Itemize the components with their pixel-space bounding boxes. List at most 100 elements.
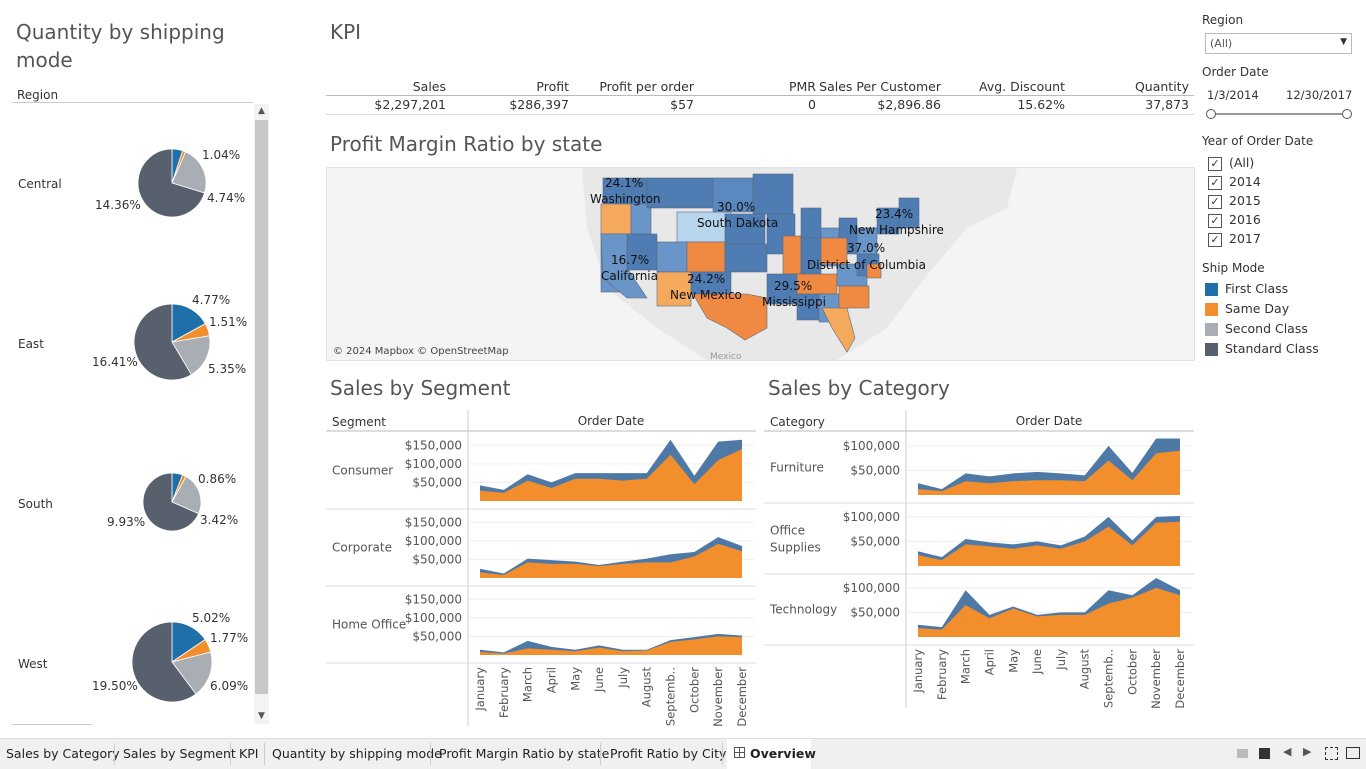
next-sheet-icon[interactable]: ▶ — [1303, 745, 1312, 758]
x-tick-label: April — [982, 649, 996, 675]
x-tick-label: August — [640, 667, 654, 708]
year-option[interactable]: ✓ 2014 — [1208, 174, 1261, 193]
pie-slice[interactable] — [171, 476, 202, 515]
tab-sales-by-segment[interactable]: Sales by Segment — [123, 746, 236, 761]
pie-slice[interactable] — [137, 148, 206, 218]
kpi-value: $286,397 — [509, 97, 569, 112]
legend-item[interactable]: Same Day — [1205, 301, 1319, 321]
kpi-value: 0 — [808, 97, 816, 112]
map-label-pct: 29.5% — [774, 279, 812, 293]
kpi-value: $2,297,201 — [374, 97, 446, 112]
sheet-tab-bar: Sales by Category Sales by Segment KPI Q… — [0, 738, 1366, 769]
fullscreen-icon[interactable] — [1325, 747, 1338, 760]
legend-item[interactable]: Second Class — [1205, 321, 1319, 341]
pie-slice[interactable] — [133, 303, 192, 381]
tab-separator — [430, 743, 431, 765]
x-tick-label: July — [616, 667, 630, 689]
checkbox-checked-icon[interactable]: ✓ — [1208, 156, 1222, 171]
region-name: West — [18, 657, 48, 671]
year-option[interactable]: ✓ 2016 — [1208, 212, 1261, 231]
checkbox-checked-icon[interactable]: ✓ — [1208, 213, 1222, 228]
row-label: Corporate — [332, 541, 392, 555]
pie-slice[interactable] — [171, 335, 211, 376]
legend-item[interactable]: First Class — [1205, 281, 1319, 301]
year-option[interactable]: ✓ 2015 — [1208, 193, 1261, 212]
x-tick-label: October — [687, 667, 701, 713]
year-option[interactable]: ✓ (All) — [1208, 155, 1261, 174]
y-tick-label: $50,000 — [850, 534, 900, 548]
region-dropdown[interactable]: (All) ▼ — [1205, 33, 1352, 54]
pie-slice[interactable] — [131, 621, 197, 703]
scroll-down-icon[interactable]: ▼ — [258, 711, 265, 721]
x-tick-label: November — [1149, 649, 1163, 708]
row-header: Category — [770, 415, 825, 429]
area-series[interactable] — [918, 450, 1180, 495]
kpi-header: PMR — [788, 79, 816, 94]
chevron-down-icon[interactable]: ▼ — [1340, 37, 1347, 47]
tab-quantity-by-shipping-mode[interactable]: Quantity by shipping mode — [272, 746, 442, 761]
tab-overview[interactable]: Overview — [727, 739, 816, 769]
kpi-header: Sales Per Customer — [819, 79, 941, 94]
tab-sales-by-category[interactable]: Sales by Category — [6, 746, 120, 761]
map-frame[interactable]: Mexico 24.1% Washington 30.0% South Dakota 2… — [326, 167, 1195, 361]
y-tick-label: $100,000 — [843, 439, 900, 453]
area-series[interactable] — [918, 521, 1180, 566]
y-tick-label: $50,000 — [412, 552, 462, 566]
dashboard-grid-icon — [734, 747, 745, 758]
area-series[interactable] — [480, 449, 742, 501]
pie-pct-label: 4.77% — [192, 293, 230, 307]
presentation-icon[interactable] — [1346, 747, 1360, 759]
y-tick-label: $50,000 — [850, 463, 900, 477]
x-tick-label: January — [473, 667, 487, 712]
date-slider[interactable] — [1206, 109, 1352, 119]
kpi-table: Sales $2,297,201 Profit $286,397 Profit per … — [326, 78, 1194, 118]
ship-mode-legend-label: Ship Mode — [1202, 261, 1265, 275]
date-slider-track — [1208, 113, 1348, 115]
scroll-up-icon[interactable]: ▲ — [258, 106, 265, 116]
prev-sheet-icon[interactable]: ◀ — [1283, 745, 1292, 758]
tab-kpi[interactable]: KPI — [239, 746, 259, 761]
x-tick-label: Septemb.. — [664, 667, 678, 726]
sheet-sorter-icon[interactable] — [1237, 749, 1248, 758]
region-column-header: Region — [17, 88, 59, 102]
checkbox-checked-icon[interactable]: ✓ — [1208, 194, 1222, 209]
scrollbar-thumb[interactable] — [255, 120, 268, 694]
area-series[interactable] — [480, 636, 742, 655]
area-series[interactable] — [918, 587, 1180, 637]
pie-pct-label: 1.04% — [202, 148, 240, 162]
region-dropdown-value: (All) — [1210, 37, 1233, 50]
y-tick-label: $100,000 — [843, 510, 900, 524]
map-label-state: New Mexico — [670, 288, 742, 302]
tab-profit-ratio-by-city[interactable]: Profit Ratio by City — [610, 746, 727, 761]
pie-panel-title: Quantity by shipping mode — [16, 20, 225, 72]
map-label-pct: 24.1% — [605, 176, 643, 190]
checkbox-checked-icon[interactable]: ✓ — [1208, 175, 1222, 190]
kpi-header: Profit per order — [599, 79, 694, 94]
kpi-value: $2,896.86 — [877, 97, 941, 112]
tab-profit-margin-ratio-by-state[interactable]: Profit Margin Ratio by state — [439, 746, 610, 761]
col-header: Order Date — [578, 414, 645, 428]
region-filter-label: Region — [1202, 13, 1244, 27]
pie-slice[interactable] — [171, 151, 207, 194]
segment-area-chart: Segment Order Date $150,000 $100,000 $50,000… — [326, 410, 756, 726]
x-tick-label: January — [911, 649, 925, 694]
filmstrip-icon[interactable] — [1259, 748, 1270, 759]
legend-swatch — [1205, 323, 1218, 336]
date-slider-end-handle[interactable] — [1342, 109, 1352, 119]
vertical-scrollbar[interactable]: ▲ ▼ — [254, 104, 269, 724]
kpi-value: 15.62% — [1017, 97, 1065, 112]
row-label: Technology — [769, 603, 837, 617]
pie-slice[interactable] — [142, 472, 200, 532]
legend-item[interactable]: Standard Class — [1205, 341, 1319, 361]
pie-slice[interactable] — [171, 651, 213, 695]
year-filter-list: ✓ (All) ✓ 2014 ✓ 2015 ✓ 2016 ✓ 2017 — [1208, 155, 1261, 250]
area-series[interactable] — [480, 543, 742, 578]
checkbox-checked-icon[interactable]: ✓ — [1208, 232, 1222, 247]
pie-pct-label: 0.86% — [198, 472, 236, 486]
date-slider-start-handle[interactable] — [1206, 109, 1216, 119]
segment-chart-title: Sales by Segment — [330, 376, 511, 400]
pie-charts: Central 1.04% 4.74% 14.36% East 4.77% 1.51% 5.3… — [18, 148, 248, 703]
kpi-header: Quantity — [1134, 79, 1189, 94]
year-option[interactable]: ✓ 2017 — [1208, 231, 1261, 250]
